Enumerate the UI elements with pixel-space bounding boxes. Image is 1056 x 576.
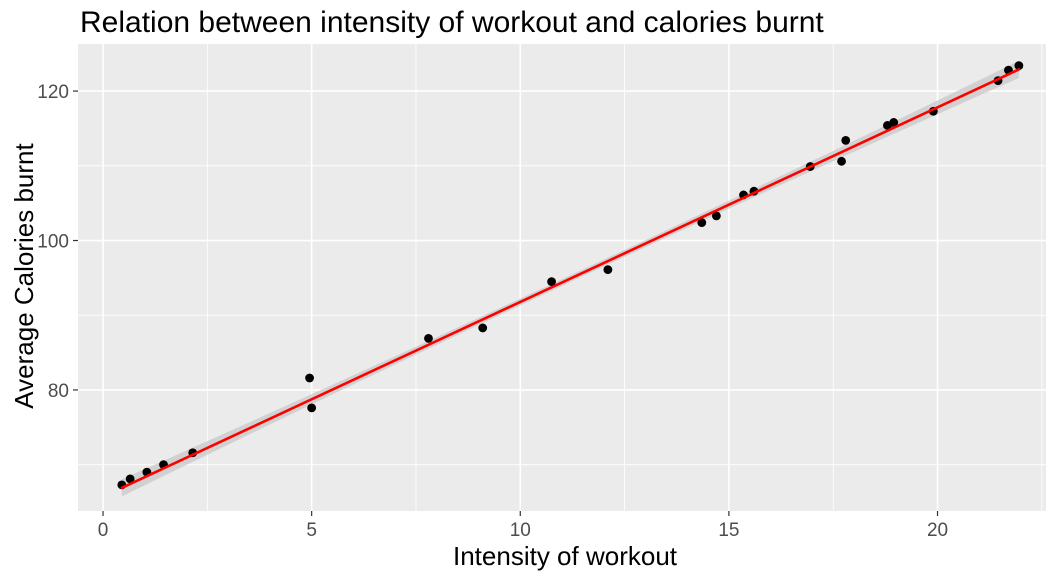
- x-tick-label: 20: [927, 520, 948, 541]
- x-tick-label: 5: [306, 520, 317, 541]
- x-tick-label: 15: [718, 520, 739, 541]
- data-point: [697, 218, 707, 227]
- grid-major: [78, 44, 1046, 511]
- x-tick-label: 0: [98, 520, 109, 541]
- data-point: [603, 265, 613, 275]
- fit-line: [120, 68, 1021, 490]
- data-point: [424, 333, 433, 343]
- y-tick-label: 100: [37, 232, 69, 253]
- y-tick-label: 120: [37, 82, 69, 103]
- x-axis-title: Intensity of workout: [453, 541, 678, 571]
- chart-title: Relation between intensity of workout an…: [80, 6, 824, 39]
- points-layer: [117, 61, 1024, 490]
- data-point: [547, 277, 556, 287]
- data-point: [841, 135, 851, 145]
- data-point: [478, 323, 488, 333]
- grid-minor: [78, 44, 1046, 511]
- data-point: [1014, 61, 1024, 71]
- x-tick-label: 10: [510, 520, 531, 541]
- data-point: [125, 474, 135, 484]
- x-axis: 0 5 10 15 20: [98, 511, 948, 541]
- data-point: [889, 118, 899, 127]
- y-axis: 80 100 120: [37, 82, 78, 402]
- data-point: [711, 211, 721, 221]
- data-point: [837, 156, 846, 166]
- fit-line-layer: [120, 68, 1021, 490]
- data-point: [307, 403, 317, 413]
- data-point: [305, 373, 314, 383]
- y-tick-label: 80: [48, 381, 69, 402]
- y-axis-title: Average Calories burnt: [9, 143, 39, 409]
